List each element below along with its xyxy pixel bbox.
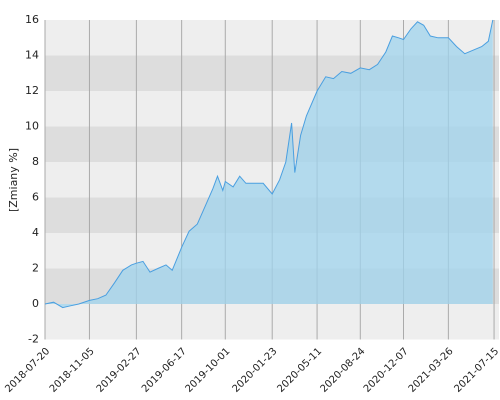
x-tick-label: 2019-06-17: [140, 346, 189, 395]
x-tick-label: 2019-02-27: [95, 346, 144, 395]
area: [45, 20, 493, 308]
x-tick-label: 2021-03-26: [407, 346, 456, 395]
x-tick-label: 2019-10-01: [184, 346, 233, 395]
x-tick-label: 2020-08-24: [319, 346, 368, 395]
y-tick-label: 10: [25, 120, 39, 133]
x-tick-label: 2018-07-20: [3, 346, 52, 395]
x-tick-label: 2020-12-07: [362, 346, 411, 395]
y-tick-label: 6: [32, 191, 39, 204]
y-tick-label: 8: [32, 155, 39, 168]
y-tick-label: -2: [28, 333, 39, 346]
y-tick-label: 14: [25, 49, 39, 62]
x-tick-label: 2020-05-11: [275, 346, 324, 395]
y-tick-label: 0: [32, 297, 39, 310]
y-tick-label: 4: [32, 226, 39, 239]
y-axis-label: [Zmiany %]: [7, 148, 20, 212]
y-tick-label: 2: [32, 262, 39, 275]
x-tick-label: 2021-07-15: [452, 346, 500, 395]
y-tick-label: 16: [25, 13, 39, 26]
line: [44, 19, 494, 309]
x-tick-label: 2020-01-23: [231, 346, 280, 395]
x-tick-label: 2018-11-05: [48, 346, 97, 395]
y-tick-label: 12: [25, 84, 39, 97]
